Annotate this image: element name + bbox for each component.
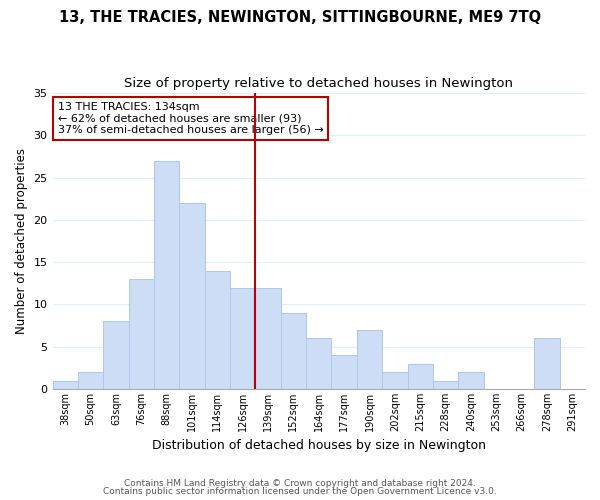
Bar bbox=[78, 372, 103, 389]
Bar bbox=[331, 355, 357, 389]
Bar bbox=[230, 288, 256, 389]
Bar bbox=[382, 372, 407, 389]
Bar bbox=[154, 160, 179, 389]
Bar bbox=[281, 313, 306, 389]
Bar bbox=[205, 270, 230, 389]
Bar bbox=[179, 203, 205, 389]
Bar bbox=[407, 364, 433, 389]
Bar bbox=[256, 288, 281, 389]
Text: 13 THE TRACIES: 134sqm
← 62% of detached houses are smaller (93)
37% of semi-det: 13 THE TRACIES: 134sqm ← 62% of detached… bbox=[58, 102, 323, 135]
Bar bbox=[357, 330, 382, 389]
Y-axis label: Number of detached properties: Number of detached properties bbox=[15, 148, 28, 334]
Bar bbox=[306, 338, 331, 389]
Bar bbox=[534, 338, 560, 389]
Title: Size of property relative to detached houses in Newington: Size of property relative to detached ho… bbox=[124, 78, 513, 90]
Text: 13, THE TRACIES, NEWINGTON, SITTINGBOURNE, ME9 7TQ: 13, THE TRACIES, NEWINGTON, SITTINGBOURN… bbox=[59, 10, 541, 25]
Bar bbox=[128, 279, 154, 389]
X-axis label: Distribution of detached houses by size in Newington: Distribution of detached houses by size … bbox=[152, 440, 486, 452]
Bar bbox=[53, 380, 78, 389]
Bar bbox=[458, 372, 484, 389]
Bar bbox=[433, 380, 458, 389]
Text: Contains HM Land Registry data © Crown copyright and database right 2024.: Contains HM Land Registry data © Crown c… bbox=[124, 478, 476, 488]
Text: Contains public sector information licensed under the Open Government Licence v3: Contains public sector information licen… bbox=[103, 487, 497, 496]
Bar bbox=[103, 322, 128, 389]
